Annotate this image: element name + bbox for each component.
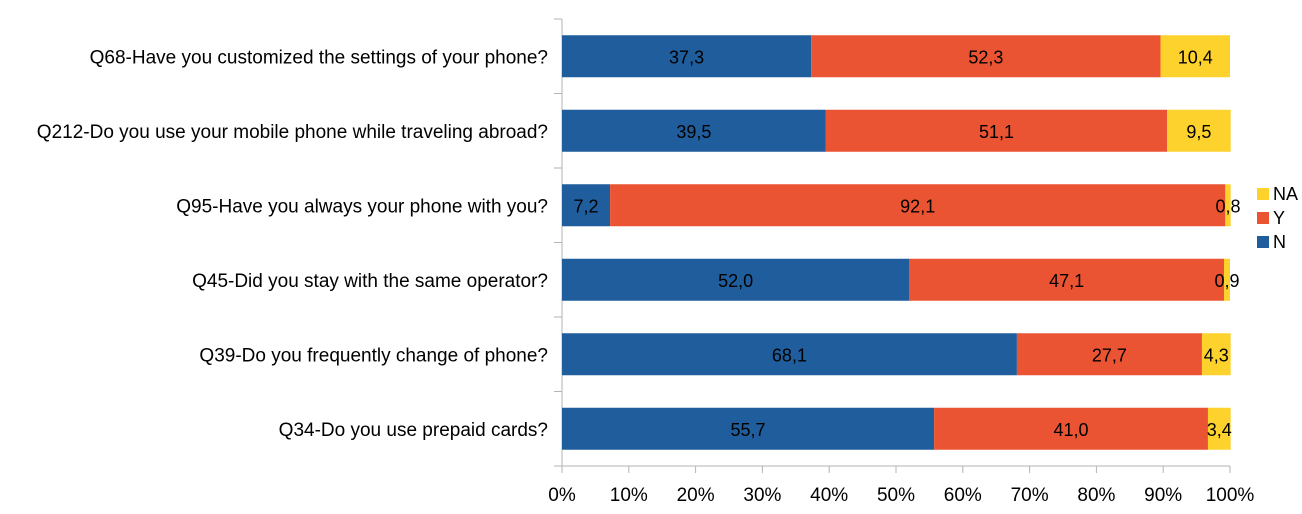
data-label: 4,3 xyxy=(1204,345,1229,365)
x-tick-label: 90% xyxy=(1144,485,1182,506)
bar-segment-na xyxy=(1201,333,1231,376)
legend-swatch-y xyxy=(1257,212,1269,224)
data-label: 47,1 xyxy=(1049,271,1084,291)
category-label: Q68-Have you customized the settings of … xyxy=(90,47,548,68)
category-label: Q212-Do you use your mobile phone while … xyxy=(37,122,548,143)
data-label: 7,2 xyxy=(574,196,599,216)
x-tick-label: 100% xyxy=(1206,485,1255,506)
data-label: 55,7 xyxy=(731,420,766,440)
bar-segment-n xyxy=(562,109,826,152)
bar-segment-na xyxy=(1167,109,1231,152)
data-label: 41,0 xyxy=(1053,420,1088,440)
data-label: 52,0 xyxy=(718,271,753,291)
x-tick-label: 80% xyxy=(1077,485,1115,506)
legend-label: Y xyxy=(1273,208,1285,228)
x-tick-label: 70% xyxy=(1011,485,1049,506)
data-label: 27,7 xyxy=(1092,345,1127,365)
data-label: 10,4 xyxy=(1178,47,1213,67)
x-tick-label: 50% xyxy=(877,485,915,506)
data-label: 0,8 xyxy=(1215,196,1240,216)
data-label: 0,9 xyxy=(1214,271,1239,291)
legend-label: NA xyxy=(1273,184,1298,204)
x-tick-label: 10% xyxy=(610,485,648,506)
bar-segment-na xyxy=(1160,35,1230,78)
bar-segment-y xyxy=(825,109,1168,152)
data-label: 39,5 xyxy=(676,122,711,142)
data-label: 37,3 xyxy=(669,47,704,67)
x-tick-label: 40% xyxy=(810,485,848,506)
legend-swatch-na xyxy=(1257,188,1269,200)
bar-segment-n xyxy=(562,184,611,227)
legend-swatch-n xyxy=(1257,236,1269,248)
bar-segment-n xyxy=(562,333,1017,376)
data-label: 9,5 xyxy=(1186,122,1211,142)
category-label: Q45-Did you stay with the same operator? xyxy=(192,271,548,292)
x-tick-label: 0% xyxy=(548,485,576,506)
x-tick-label: 30% xyxy=(743,485,781,506)
bar-segment-n xyxy=(562,407,935,450)
category-label: Q39-Do you frequently change of phone? xyxy=(199,345,548,366)
bar-segment-n xyxy=(562,35,812,78)
bar-segment-na xyxy=(1223,258,1230,301)
bar-segment-n xyxy=(562,258,910,301)
bar-segment-y xyxy=(811,35,1161,78)
data-label: 51,1 xyxy=(979,122,1014,142)
data-label: 68,1 xyxy=(772,345,807,365)
bar-segment-y xyxy=(909,258,1224,301)
bar-segment-na xyxy=(1225,184,1231,227)
data-label: 3,4 xyxy=(1207,420,1232,440)
category-label: Q34-Do you use prepaid cards? xyxy=(279,420,548,441)
data-label: 92,1 xyxy=(900,196,935,216)
bar-segment-na xyxy=(1207,407,1231,450)
legend-label: N xyxy=(1273,232,1286,252)
bar-segment-y xyxy=(934,407,1208,450)
x-tick-label: 20% xyxy=(677,485,715,506)
x-tick-label: 60% xyxy=(944,485,982,506)
bar-segment-y xyxy=(610,184,1226,227)
data-label: 52,3 xyxy=(968,47,1003,67)
bar-segment-y xyxy=(1016,333,1202,376)
category-label: Q95-Have you always your phone with you? xyxy=(176,196,548,217)
